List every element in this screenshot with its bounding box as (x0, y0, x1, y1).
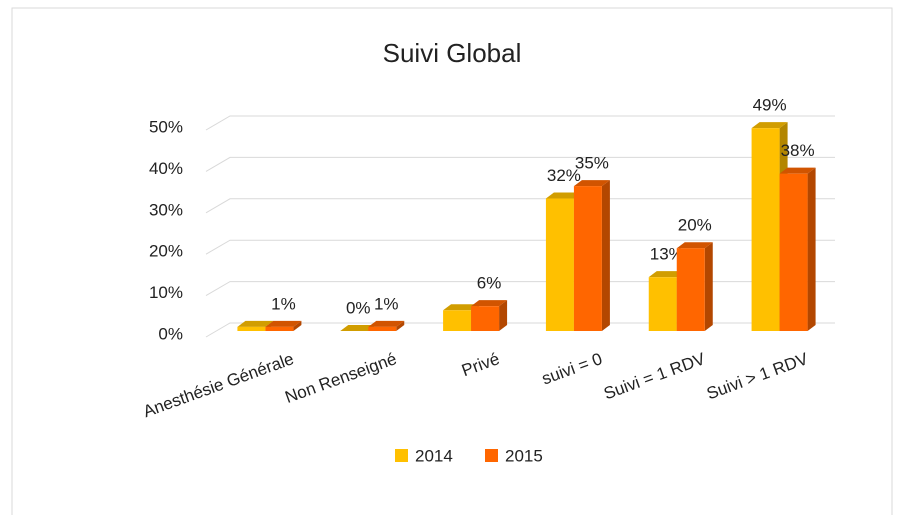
bar-face (368, 326, 397, 331)
bar (368, 320, 405, 331)
legend-label: 2015 (505, 446, 543, 465)
bar-face (648, 271, 685, 278)
bar-face (779, 167, 816, 174)
data-label: 1% (374, 294, 399, 313)
chart-title: Suivi Global (383, 38, 522, 68)
bar (573, 180, 610, 331)
bar-face (676, 248, 705, 331)
bar-face (573, 180, 610, 187)
bar-face (237, 326, 266, 331)
grid-line (205, 322, 835, 338)
data-label: 49% (753, 96, 787, 115)
bar (779, 167, 816, 331)
bar-face (545, 198, 574, 331)
grid-line (205, 239, 835, 255)
grid-line (205, 198, 835, 214)
legend-swatch (395, 449, 408, 462)
data-label: 35% (575, 154, 609, 173)
y-tick-label: 0% (158, 324, 183, 343)
data-label: 1% (271, 294, 296, 313)
bar (340, 325, 377, 331)
bar-face (676, 242, 713, 249)
legend-label: 2014 (415, 446, 453, 465)
y-tick-label: 40% (149, 159, 183, 178)
bar-face (443, 310, 472, 331)
y-tick-label: 30% (149, 200, 183, 219)
bar-face (471, 300, 508, 307)
bar-face (751, 128, 780, 331)
bar-face (704, 242, 713, 331)
legend-swatch (485, 449, 498, 462)
bar-face (807, 167, 816, 331)
bar-face (499, 300, 508, 331)
data-label: 38% (781, 141, 815, 160)
chart-frame (11, 7, 893, 515)
bar-face (368, 320, 405, 327)
bar (265, 320, 302, 331)
bar-face (648, 277, 677, 331)
bar-face (396, 320, 405, 331)
y-tick-label: 50% (149, 117, 183, 136)
bar-face (779, 173, 808, 331)
y-tick-label: 10% (149, 283, 183, 302)
bar-face (471, 306, 500, 331)
bar-face (443, 304, 480, 311)
data-label: 13% (650, 245, 684, 264)
grid-line (205, 115, 835, 131)
data-label: 6% (477, 274, 502, 293)
bar-face (265, 326, 294, 331)
bar-face (545, 192, 582, 199)
bar (471, 300, 508, 331)
bar-face (573, 186, 602, 331)
y-tick-label: 20% (149, 242, 183, 261)
bar-face (293, 320, 302, 331)
bar-face (751, 122, 788, 129)
bar-face (340, 325, 377, 331)
data-label: 0% (346, 298, 371, 317)
grid-line (205, 156, 835, 172)
data-label: 20% (678, 216, 712, 235)
bar (676, 242, 713, 331)
grid-line (205, 281, 835, 297)
bar-face (237, 320, 274, 327)
data-label: 32% (547, 166, 581, 185)
bar-face (265, 320, 302, 327)
bar-face (601, 180, 610, 331)
